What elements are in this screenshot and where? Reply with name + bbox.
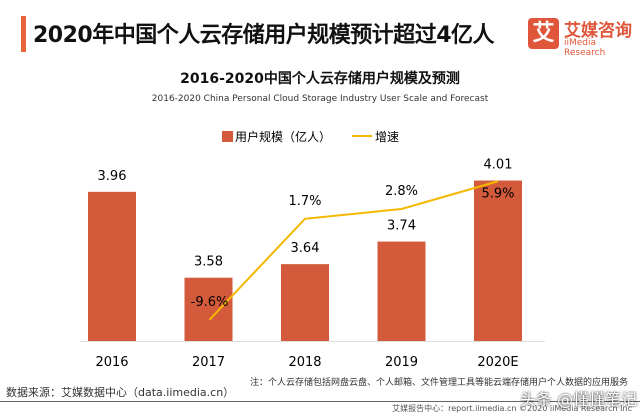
bar-label-2018: 3.64 [291, 241, 320, 256]
logo-subtext: iiMedia Research [564, 38, 606, 58]
iimedia-logo: 艾 [528, 18, 559, 49]
title-accent-bar [21, 16, 26, 52]
logo-text: 艾媒咨询 [564, 21, 632, 41]
chart-subtitle: 2016-2020 China Personal Cloud Storage I… [151, 94, 489, 104]
page-title: 2020年中国个人云存储用户规模预计超过4亿人 [33, 23, 495, 48]
chart-title: 2016-2020中国个人云存储用户规模及预测 [180, 71, 460, 87]
growth-line [208, 180, 499, 321]
bar-label-2016: 3.96 [98, 169, 127, 184]
legend-line-label: 增速 [375, 130, 399, 144]
bar-2017 [184, 277, 233, 341]
data-source: 数据来源：艾媒数据中心（data.iimedia.cn） [6, 386, 235, 399]
bar-2020E [474, 180, 522, 341]
bar-label-2020E: 4.01 [484, 158, 513, 173]
x-tick-2017: 2017 [192, 355, 225, 370]
line-label-2019: 2.8% [385, 184, 418, 199]
legend-bar-swatch [222, 131, 233, 142]
x-tick-2018: 2018 [288, 355, 321, 370]
bar-2018 [281, 264, 329, 341]
x-tick-2020E: 2020E [477, 355, 518, 370]
watermark: 头条 @懂懂笔记 [520, 390, 638, 409]
bar-2019 [377, 241, 426, 341]
bar-2016 [88, 191, 136, 341]
x-tick-2019: 2019 [385, 355, 418, 370]
x-tick-2016: 2016 [95, 355, 128, 370]
bar-label-2019: 3.74 [387, 219, 416, 234]
footer-divider [0, 401, 640, 402]
copyright: 艾媒报告中心：report.iimedia.cn ©2020 iiMedia R… [392, 404, 632, 413]
chart-note: 注：个人云存储包括网盘云盘、个人邮箱、文件管理工具等能云端存储用户个人数据的应用… [250, 378, 629, 388]
line-label-2020E: 5.9% [481, 186, 514, 201]
legend-bar-label: 用户规模（亿人） [235, 129, 331, 144]
line-label-2017: -9.6% [191, 295, 229, 310]
line-label-2018: 1.7% [288, 194, 321, 209]
bar-label-2017: 3.58 [194, 255, 223, 270]
